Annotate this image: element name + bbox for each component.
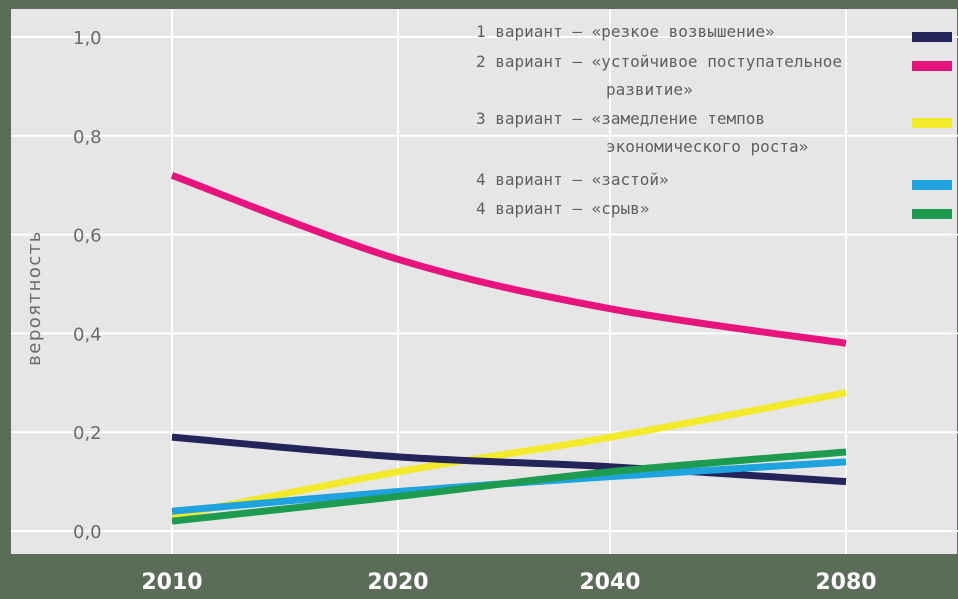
x-axis-band [0, 554, 958, 599]
legend-label: 1 вариант — «резкое возвышение» [476, 22, 775, 41]
y-tick-label: 0,0 [73, 522, 102, 543]
y-tick-label: 0,8 [73, 127, 102, 148]
x-tick-label: 2020 [367, 570, 428, 595]
series-line-1 [171, 433, 847, 486]
legend-swatch-2 [912, 61, 952, 71]
legend-label: развитие» [606, 80, 693, 99]
x-tick-label: 2010 [141, 570, 202, 595]
series-line-5 [171, 448, 847, 525]
legend-swatch-1 [912, 32, 952, 42]
y-tick-label: 0,6 [73, 226, 102, 247]
y-axis-label: вероятность [24, 230, 45, 366]
legend-label: 4 вариант — «застой» [476, 170, 669, 189]
legend-label: экономического роста» [606, 137, 808, 156]
y-tick-label: 1,0 [73, 28, 102, 49]
x-tick-label: 2040 [579, 570, 640, 595]
legend-swatch-3 [912, 118, 952, 128]
y-tick-label: 0,2 [73, 423, 102, 444]
series-line-3 [171, 389, 847, 520]
legend-label: 3 вариант — «замедление темпов [476, 109, 765, 128]
series-line-2 [170, 172, 847, 347]
y-tick-label: 0,4 [73, 324, 102, 345]
legend-label: 4 вариант — «срыв» [476, 199, 649, 218]
x-tick-label: 2080 [815, 570, 876, 595]
legend-swatch-4 [912, 180, 952, 190]
legend-label: 2 вариант — «устойчивое поступательное [476, 52, 842, 71]
legend-swatch-5 [912, 209, 952, 219]
